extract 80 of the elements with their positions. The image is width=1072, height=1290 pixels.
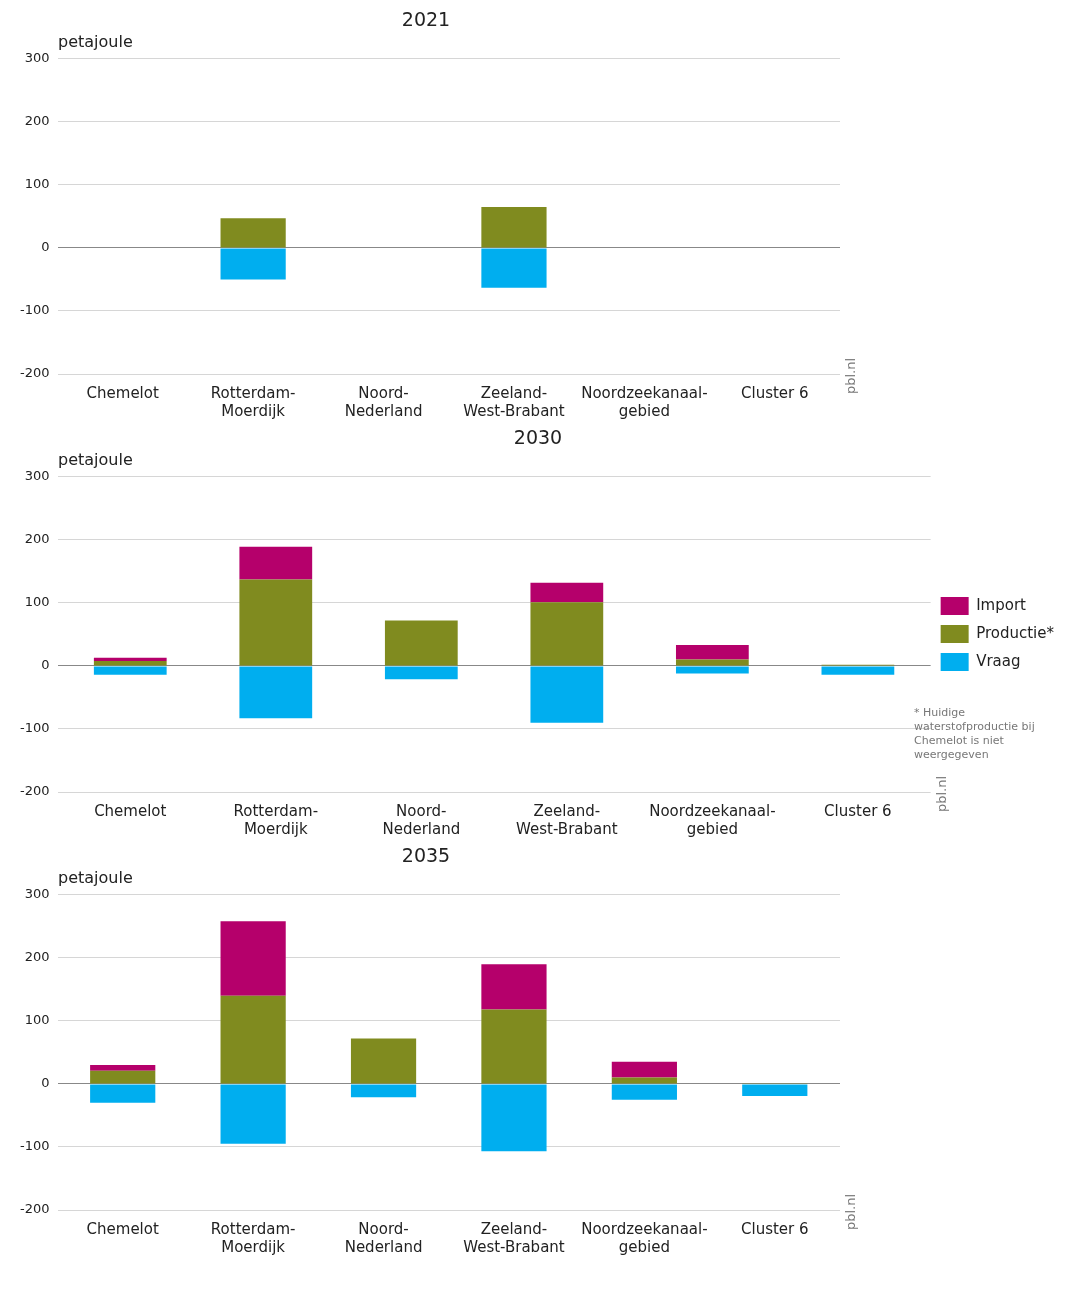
bar bbox=[742, 1084, 808, 1096]
bar bbox=[220, 995, 286, 1084]
bar bbox=[93, 657, 167, 661]
bar bbox=[90, 1065, 156, 1071]
legend-label: Import bbox=[976, 595, 1027, 614]
text: pbl.nl bbox=[933, 775, 949, 812]
chart-title: 2035 bbox=[401, 844, 451, 867]
x-tick-label: Noordzeekanaal-gebied bbox=[649, 801, 776, 838]
bar bbox=[350, 1084, 417, 1098]
bar bbox=[611, 1061, 677, 1078]
x-tick-label: Cluster 6 bbox=[741, 1219, 809, 1238]
bar bbox=[90, 1070, 156, 1084]
x-tick-label: Rotterdam-Moerdijk bbox=[233, 801, 319, 838]
x-tick-label: Zeeland-West-Brabant bbox=[463, 1219, 565, 1256]
y-tick-label: 100 bbox=[24, 594, 50, 610]
x-tick-label: Cluster 6 bbox=[741, 383, 809, 402]
bar bbox=[675, 645, 749, 660]
x-tick-label: Noord-Nederland bbox=[344, 383, 423, 420]
bar bbox=[220, 1084, 286, 1144]
x-tick-label: Noordzeekanaal-gebied bbox=[581, 383, 708, 420]
x-tick-label: Rotterdam-Moerdijk bbox=[210, 383, 296, 420]
legend-label: Productie* bbox=[976, 623, 1055, 642]
x-tick-label: Zeeland-West-Brabant bbox=[463, 383, 565, 420]
bar bbox=[220, 921, 286, 996]
chart-title: 2021 bbox=[401, 8, 451, 31]
bar bbox=[93, 666, 167, 675]
bar bbox=[481, 1009, 547, 1084]
x-tick-label: Noordzeekanaal-gebied bbox=[581, 1219, 708, 1256]
x-tick-label: Zeeland-West-Brabant bbox=[516, 801, 618, 838]
y-axis-title: petajoule bbox=[58, 449, 133, 469]
bar bbox=[530, 582, 604, 603]
y-axis-title: petajoule bbox=[58, 31, 133, 51]
bar bbox=[90, 1084, 156, 1103]
bar bbox=[530, 666, 604, 723]
x-tick-label: Chemelot bbox=[94, 801, 167, 820]
y-tick-label: -100 bbox=[19, 720, 50, 736]
bar bbox=[481, 248, 547, 288]
y-tick-label: -200 bbox=[19, 1201, 50, 1217]
x-tick-label: Noord-Nederland bbox=[382, 801, 461, 838]
y-tick-label: -200 bbox=[19, 783, 50, 799]
bar bbox=[384, 666, 458, 680]
y-tick-label: -200 bbox=[19, 365, 50, 381]
x-tick-label: Noord-Nederland bbox=[344, 1219, 423, 1256]
y-tick-label: -100 bbox=[19, 302, 50, 318]
y-tick-label: 0 bbox=[41, 239, 50, 255]
y-tick-label: -100 bbox=[19, 1138, 50, 1154]
y-tick-label: 100 bbox=[24, 1012, 50, 1028]
bar bbox=[239, 666, 313, 719]
bar bbox=[530, 602, 604, 666]
bar bbox=[220, 218, 286, 248]
y-axis-title: petajoule bbox=[58, 867, 133, 887]
annotation: * Huidige waterstofproductie bij Chemelot is niet weergegeven bbox=[914, 706, 1036, 762]
y-tick-label: 0 bbox=[41, 1075, 50, 1091]
x-tick-label: Chemelot bbox=[86, 1219, 159, 1238]
y-tick-label: 200 bbox=[24, 949, 50, 965]
y-tick-label: 200 bbox=[24, 531, 50, 547]
bar bbox=[481, 206, 547, 248]
text: pbl.nl bbox=[842, 1193, 858, 1230]
x-tick-label: Cluster 6 bbox=[824, 801, 892, 820]
bar bbox=[611, 1084, 677, 1100]
bar bbox=[481, 964, 547, 1010]
y-tick-label: 100 bbox=[24, 176, 50, 192]
bar bbox=[220, 248, 286, 280]
y-tick-label: 200 bbox=[24, 113, 50, 129]
y-tick-label: 300 bbox=[24, 468, 50, 484]
bar bbox=[384, 620, 458, 666]
bar bbox=[239, 579, 313, 666]
x-tick-label: Rotterdam-Moerdijk bbox=[210, 1219, 296, 1256]
bar bbox=[821, 666, 895, 675]
x-tick-label: Chemelot bbox=[86, 383, 159, 402]
bar bbox=[239, 546, 313, 580]
chart-title: 2030 bbox=[513, 426, 563, 449]
bar bbox=[675, 666, 749, 674]
y-tick-label: 0 bbox=[41, 657, 50, 673]
bar bbox=[350, 1038, 417, 1084]
y-tick-label: 300 bbox=[24, 50, 50, 66]
bar bbox=[481, 1084, 547, 1152]
legend-label: Vraag bbox=[976, 651, 1021, 670]
text: pbl.nl bbox=[842, 357, 858, 394]
y-tick-label: 300 bbox=[24, 886, 50, 902]
